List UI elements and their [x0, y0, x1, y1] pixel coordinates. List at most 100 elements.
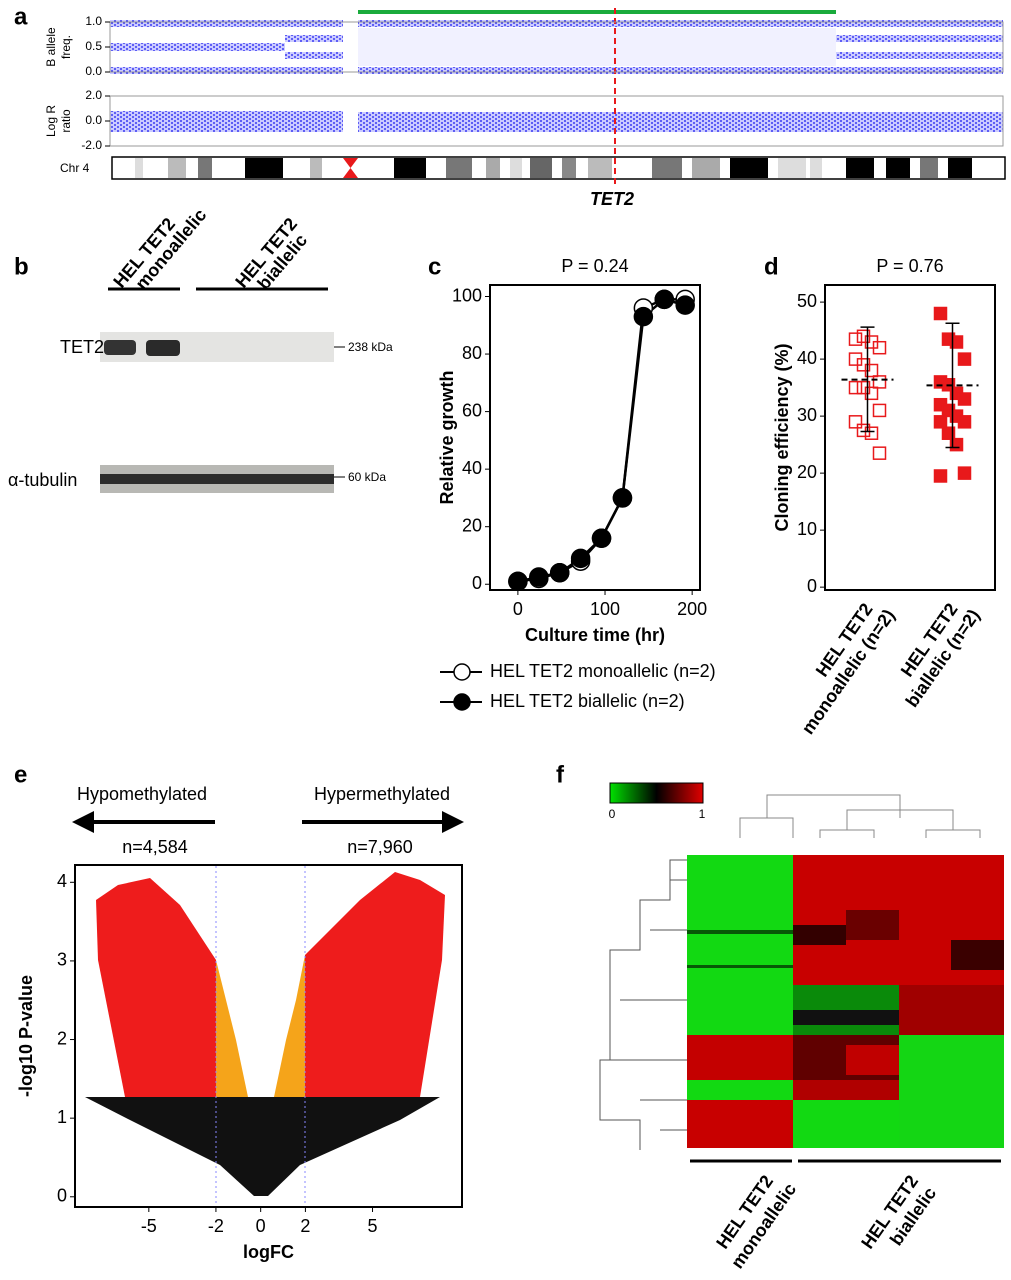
point — [949, 335, 964, 349]
point — [957, 392, 972, 406]
chart-title: P = 0.76 — [876, 256, 943, 276]
legend-marker — [453, 663, 471, 681]
x-tick-label: 200 — [677, 599, 707, 619]
point — [864, 363, 879, 378]
y-tick-label: 60 — [462, 400, 482, 420]
x-tick-label: 0 — [256, 1216, 266, 1236]
plot-frame — [74, 864, 463, 1208]
point — [848, 415, 863, 429]
y-axis-label: Relative growth — [437, 370, 457, 504]
point — [848, 332, 863, 346]
heatmap — [599, 782, 1004, 1163]
y-tick-label: 0 — [57, 1186, 67, 1206]
legend-label: HEL TET2 biallelic (n=2) — [490, 691, 685, 711]
y-tick-label: -2.0 — [81, 138, 102, 152]
y-tick-label: 1.0 — [85, 14, 102, 28]
annotation: Hypermethylated — [314, 784, 450, 804]
y-axis-label: freq. — [59, 35, 73, 59]
y-tick-label: 100 — [452, 285, 482, 305]
annotation: Hypomethylated — [77, 784, 207, 804]
x-tick-label: 5 — [368, 1216, 378, 1236]
chromosome-label: Chr 4 — [60, 161, 90, 175]
annotation: n=4,584 — [122, 837, 188, 857]
y-tick-label: 0.0 — [85, 64, 102, 78]
gene-label: TET2 — [590, 189, 634, 209]
point — [549, 562, 570, 583]
y-tick-label: 20 — [462, 515, 482, 535]
y-tick-label: 20 — [797, 462, 817, 482]
point — [957, 466, 972, 480]
panel-label: f — [556, 761, 565, 788]
y-tick-label: 50 — [797, 291, 817, 311]
colorbar-label: 0 — [609, 807, 616, 821]
y-tick-label: 10 — [797, 519, 817, 539]
point — [957, 415, 972, 429]
y-tick-label: 1 — [57, 1107, 67, 1127]
snp-cloud — [110, 20, 1003, 132]
y-tick-label: 0.0 — [85, 113, 102, 127]
ideogram — [111, 156, 1006, 180]
x-tick-label: -5 — [141, 1216, 157, 1236]
y-tick-label: 40 — [462, 458, 482, 478]
y-axis-label: Cloning efficiency (%) — [772, 343, 792, 531]
point — [872, 340, 887, 355]
y-tick-label: 30 — [797, 405, 817, 425]
blot-label: α-tubulin — [8, 470, 77, 490]
legend-label: HEL TET2 monoallelic (n=2) — [490, 661, 716, 681]
y-tick-label: 0.5 — [85, 39, 102, 53]
panel-label: d — [764, 253, 779, 280]
volcano-cloud — [72, 811, 464, 1206]
y-tick-label: 2.0 — [85, 88, 102, 102]
colorbar-label: 1 — [699, 807, 706, 821]
y-tick-label: 80 — [462, 343, 482, 363]
panel-label: e — [14, 761, 27, 788]
point — [591, 528, 612, 548]
panel-label: c — [428, 253, 441, 280]
point — [872, 403, 887, 418]
y-tick-label: 40 — [797, 348, 817, 368]
y-tick-label: 2 — [57, 1028, 67, 1048]
y-tick-label: 3 — [57, 950, 67, 970]
x-tick-label: -2 — [208, 1216, 224, 1236]
y-tick-label: 4 — [57, 871, 67, 891]
blot-label: TET2 — [60, 337, 104, 357]
size-label: 238 kDa — [348, 340, 393, 354]
point — [933, 415, 948, 429]
point — [872, 375, 887, 389]
x-axis-label: Culture time (hr) — [525, 625, 665, 645]
x-axis-label: logFC — [243, 1242, 294, 1262]
point — [675, 295, 695, 315]
panel-label: a — [14, 3, 28, 30]
western-blot — [100, 287, 345, 493]
point — [612, 488, 633, 508]
y-axis-label: B allele — [44, 27, 58, 67]
y-axis-label: ratio — [59, 109, 73, 133]
x-tick-label: 0 — [513, 599, 523, 619]
annotation: n=7,960 — [347, 837, 413, 857]
size-label: 60 kDa — [348, 470, 386, 484]
point — [864, 426, 879, 440]
point — [529, 567, 549, 587]
point — [864, 386, 879, 401]
y-tick-label: 0 — [807, 576, 817, 596]
point — [654, 289, 675, 310]
x-tick-label: 2 — [300, 1216, 310, 1236]
point — [856, 423, 871, 438]
x-tick-label: 100 — [590, 599, 620, 619]
legend-marker — [453, 693, 471, 711]
point — [633, 306, 654, 327]
point — [848, 380, 863, 395]
point — [933, 306, 948, 321]
point — [872, 446, 887, 460]
plot-frame — [824, 284, 996, 591]
chart-title: P = 0.24 — [561, 256, 628, 276]
point — [957, 352, 972, 366]
y-tick-label: 0 — [472, 573, 482, 593]
point — [508, 571, 528, 592]
y-axis-label: Log R — [44, 105, 58, 137]
y-axis-label: -log10 P-value — [16, 975, 36, 1097]
point — [941, 426, 956, 440]
plot-frame — [489, 284, 701, 591]
panel-label: b — [14, 253, 29, 280]
